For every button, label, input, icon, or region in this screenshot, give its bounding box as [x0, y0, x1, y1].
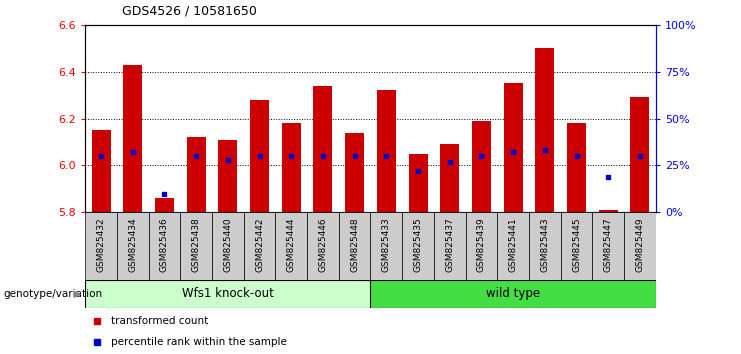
- Text: GDS4526 / 10581650: GDS4526 / 10581650: [122, 5, 257, 18]
- Text: transformed count: transformed count: [111, 316, 208, 326]
- Bar: [440, 144, 459, 212]
- Text: GSM825435: GSM825435: [413, 217, 422, 272]
- Text: GSM825449: GSM825449: [636, 217, 645, 272]
- Bar: [123, 65, 142, 212]
- Bar: [117, 212, 149, 280]
- Text: GSM825436: GSM825436: [160, 217, 169, 272]
- Text: GSM825432: GSM825432: [96, 217, 105, 272]
- Bar: [250, 100, 269, 212]
- Bar: [219, 140, 237, 212]
- Bar: [504, 84, 522, 212]
- Text: GSM825444: GSM825444: [287, 217, 296, 272]
- Text: wild type: wild type: [486, 287, 540, 300]
- Bar: [434, 212, 465, 280]
- Text: Wfs1 knock-out: Wfs1 knock-out: [182, 287, 273, 300]
- Bar: [244, 212, 276, 280]
- Text: GSM825443: GSM825443: [540, 217, 549, 272]
- Bar: [561, 212, 592, 280]
- Bar: [85, 212, 117, 280]
- Bar: [631, 97, 649, 212]
- Text: GSM825445: GSM825445: [572, 217, 581, 272]
- Bar: [377, 90, 396, 212]
- Bar: [497, 212, 529, 280]
- Bar: [180, 212, 212, 280]
- Bar: [85, 280, 370, 308]
- Text: GSM825437: GSM825437: [445, 217, 454, 272]
- Bar: [465, 212, 497, 280]
- Bar: [529, 212, 561, 280]
- Text: GSM825433: GSM825433: [382, 217, 391, 272]
- Bar: [402, 212, 434, 280]
- Bar: [599, 210, 618, 212]
- Bar: [592, 212, 624, 280]
- Bar: [212, 212, 244, 280]
- Bar: [276, 212, 307, 280]
- Bar: [92, 130, 110, 212]
- Bar: [149, 212, 180, 280]
- Text: GSM825448: GSM825448: [350, 217, 359, 272]
- Bar: [567, 123, 586, 212]
- Bar: [370, 280, 656, 308]
- Text: GSM825439: GSM825439: [477, 217, 486, 272]
- Bar: [313, 86, 333, 212]
- Bar: [472, 121, 491, 212]
- Bar: [370, 212, 402, 280]
- Text: GSM825441: GSM825441: [508, 217, 518, 272]
- Text: percentile rank within the sample: percentile rank within the sample: [111, 337, 287, 348]
- Bar: [339, 212, 370, 280]
- Text: ▶: ▶: [74, 289, 82, 299]
- Bar: [187, 137, 206, 212]
- Bar: [535, 48, 554, 212]
- Text: GSM825442: GSM825442: [255, 217, 264, 272]
- Text: genotype/variation: genotype/variation: [4, 289, 103, 299]
- Bar: [307, 212, 339, 280]
- Text: GSM825447: GSM825447: [604, 217, 613, 272]
- Bar: [408, 154, 428, 212]
- Text: GSM825434: GSM825434: [128, 217, 137, 272]
- Bar: [345, 133, 364, 212]
- Bar: [155, 198, 174, 212]
- Text: GSM825446: GSM825446: [319, 217, 328, 272]
- Bar: [282, 123, 301, 212]
- Bar: [624, 212, 656, 280]
- Text: GSM825438: GSM825438: [192, 217, 201, 272]
- Text: GSM825440: GSM825440: [223, 217, 233, 272]
